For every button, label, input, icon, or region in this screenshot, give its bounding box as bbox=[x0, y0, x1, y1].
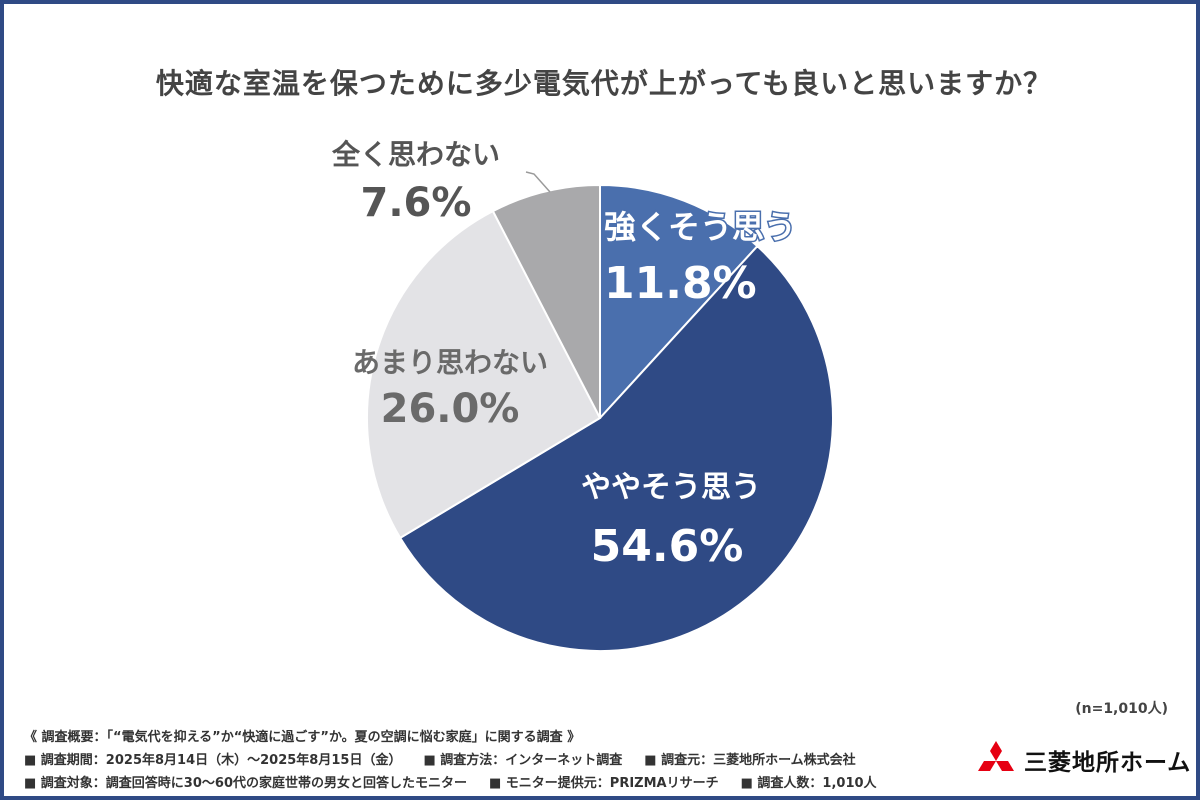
slice-value-2: 54.6% bbox=[591, 521, 744, 572]
chart-title: 快適な室温を保つために多少電気代が上がっても良いと思いますか？ bbox=[155, 67, 1053, 100]
slice-label-3: あまり思わない bbox=[352, 346, 548, 379]
pie-slice-3 bbox=[366, 209, 602, 540]
company-name: 三菱地所ホーム bbox=[1024, 750, 1192, 776]
footnote-organizer: ■ 調査元：三菱地所ホーム株式会社 bbox=[644, 753, 856, 768]
footnote-target: ■ 調査対象：調査回答時に30〜60代の家庭世帯の男女と回答したモニター bbox=[24, 776, 467, 791]
company-logo: 三菱地所ホーム bbox=[976, 740, 1191, 780]
footnote-period: ■ 調査期間：2025年8月14日（木）〜2025年8月15日（金） bbox=[24, 753, 402, 768]
pie-slice-4 bbox=[491, 183, 601, 419]
slice-label-1: 強くそう思う bbox=[604, 208, 796, 246]
footnote-row-3: ■ 調査対象：調査回答時に30〜60代の家庭世帯の男女と回答したモニター ■ モニ… bbox=[24, 772, 877, 795]
leader-line-slice-4 bbox=[525, 171, 551, 193]
slice-value-4: 7.6% bbox=[361, 180, 472, 226]
footnote-row-2: ■ 調査期間：2025年8月14日（木）〜2025年8月15日（金） ■ 調査方法… bbox=[24, 749, 877, 772]
pie-chart: 強くそう思う 11.8% ややそう思う 54.6% あまり思わない 26.0% … bbox=[331, 138, 834, 652]
survey-footnotes: 《 調査概要：「“電気代を抑える”か“快適に過ごす”か。夏の空調に悩む家庭」に関… bbox=[24, 726, 877, 795]
slice-value-1: 11.8% bbox=[604, 258, 757, 309]
slice-label-2: ややそう思う bbox=[581, 470, 761, 505]
footnote-count: ■ 調査人数：1,010人 bbox=[740, 776, 877, 791]
footnote-provider: ■ モニター提供元：PRIZMAリサーチ bbox=[489, 776, 719, 791]
pie-slice-2 bbox=[398, 244, 834, 652]
footnote-summary: 《 調査概要：「“電気代を抑える”か“快適に過ごす”か。夏の空調に悩む家庭」に関… bbox=[24, 730, 581, 745]
footnote-method: ■ 調査方法：インターネット調査 bbox=[423, 753, 623, 768]
sample-size: (n=1,010人) bbox=[1075, 701, 1168, 717]
slice-label-4: 全く思わない bbox=[331, 138, 500, 171]
pie-slice-1 bbox=[599, 183, 759, 421]
slice-value-3: 26.0% bbox=[381, 386, 520, 432]
three-diamonds-icon bbox=[978, 741, 1014, 771]
